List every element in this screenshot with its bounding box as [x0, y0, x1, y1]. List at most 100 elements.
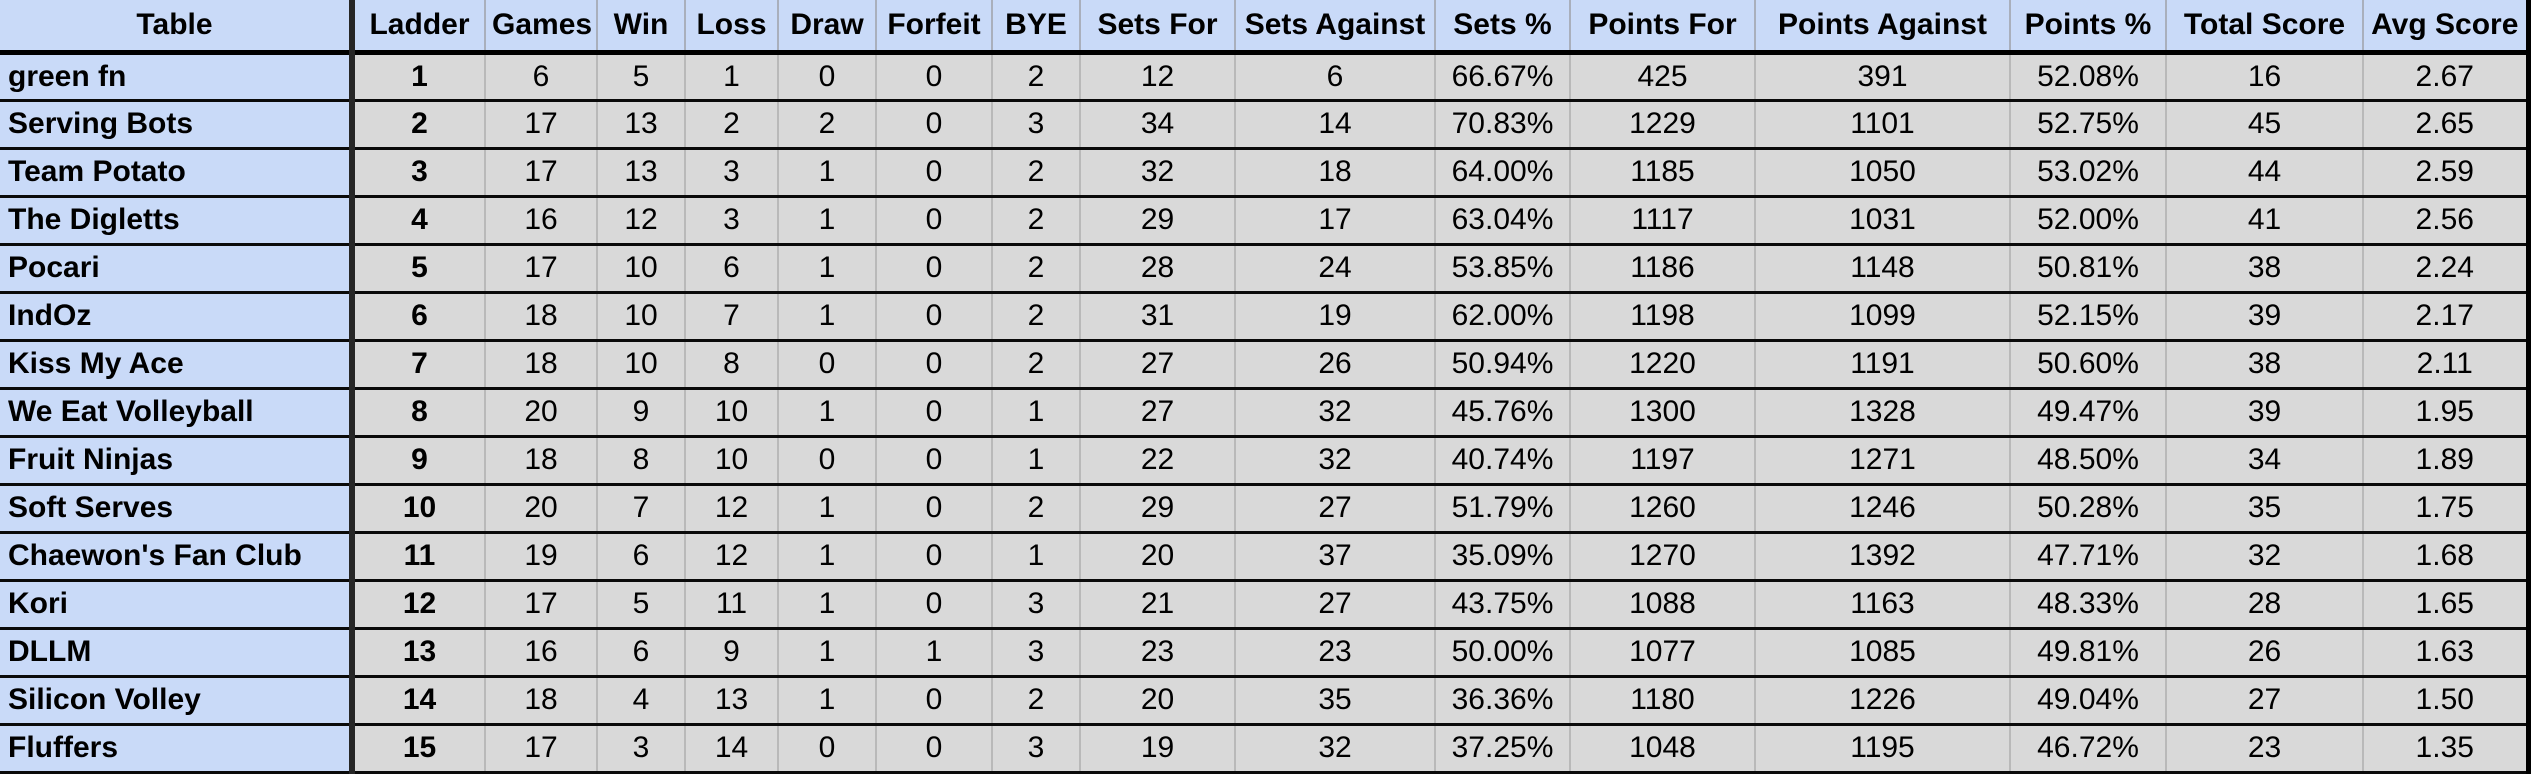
cell-win[interactable]: 5 [597, 52, 686, 102]
cell-forfeit[interactable]: 0 [876, 724, 993, 774]
header-cell-total_score[interactable]: Total Score [2166, 0, 2364, 55]
cell-loss[interactable]: 2 [685, 100, 779, 150]
cell-sets_against[interactable]: 27 [1235, 580, 1436, 630]
cell-sets_against[interactable]: 24 [1235, 244, 1436, 294]
cell-sets_for[interactable]: 23 [1080, 628, 1236, 678]
header-cell-loss[interactable]: Loss [685, 0, 779, 55]
cell-forfeit[interactable]: 0 [876, 244, 993, 294]
cell-sets_against[interactable]: 14 [1235, 100, 1436, 150]
cell-games[interactable]: 17 [485, 148, 598, 198]
cell-sets_for[interactable]: 29 [1080, 196, 1236, 246]
cell-points_pct[interactable]: 49.81% [2010, 628, 2167, 678]
cell-points_pct[interactable]: 50.28% [2010, 484, 2167, 534]
cell-bye[interactable]: 2 [992, 52, 1081, 102]
cell-games[interactable]: 20 [485, 388, 598, 438]
cell-bye[interactable]: 1 [992, 388, 1081, 438]
cell-points_against[interactable]: 1226 [1755, 676, 2011, 726]
cell-loss[interactable]: 3 [685, 148, 779, 198]
cell-forfeit[interactable]: 0 [876, 484, 993, 534]
cell-points_against[interactable]: 1148 [1755, 244, 2011, 294]
cell-sets_against[interactable]: 19 [1235, 292, 1436, 342]
cell-sets_pct[interactable]: 51.79% [1435, 484, 1571, 534]
cell-games[interactable]: 16 [485, 196, 598, 246]
cell-points_for[interactable]: 1197 [1570, 436, 1756, 486]
cell-points_pct[interactable]: 53.02% [2010, 148, 2167, 198]
cell-sets_for[interactable]: 27 [1080, 388, 1236, 438]
cell-team[interactable]: IndOz [0, 292, 355, 342]
cell-points_against[interactable]: 1085 [1755, 628, 2011, 678]
cell-win[interactable]: 6 [597, 532, 686, 582]
cell-sets_pct[interactable]: 37.25% [1435, 724, 1571, 774]
cell-forfeit[interactable]: 0 [876, 148, 993, 198]
cell-bye[interactable]: 2 [992, 292, 1081, 342]
cell-draw[interactable]: 1 [778, 148, 877, 198]
cell-win[interactable]: 13 [597, 148, 686, 198]
cell-team[interactable]: The Digletts [0, 196, 355, 246]
cell-bye[interactable]: 2 [992, 484, 1081, 534]
cell-loss[interactable]: 11 [685, 580, 779, 630]
cell-loss[interactable]: 6 [685, 244, 779, 294]
cell-loss[interactable]: 13 [685, 676, 779, 726]
cell-points_against[interactable]: 1163 [1755, 580, 2011, 630]
cell-loss[interactable]: 1 [685, 52, 779, 102]
cell-total_score[interactable]: 38 [2166, 244, 2364, 294]
header-cell-avg_score[interactable]: Avg Score [2363, 0, 2531, 55]
cell-draw[interactable]: 2 [778, 100, 877, 150]
cell-forfeit[interactable]: 0 [876, 436, 993, 486]
cell-win[interactable]: 13 [597, 100, 686, 150]
cell-games[interactable]: 6 [485, 52, 598, 102]
cell-points_for[interactable]: 425 [1570, 52, 1756, 102]
cell-bye[interactable]: 2 [992, 196, 1081, 246]
cell-team[interactable]: Pocari [0, 244, 355, 294]
cell-team[interactable]: green fn [0, 52, 355, 102]
cell-ladder[interactable]: 13 [352, 628, 486, 678]
cell-games[interactable]: 17 [485, 724, 598, 774]
cell-ladder[interactable]: 5 [352, 244, 486, 294]
cell-sets_pct[interactable]: 66.67% [1435, 52, 1571, 102]
cell-sets_pct[interactable]: 36.36% [1435, 676, 1571, 726]
cell-sets_for[interactable]: 19 [1080, 724, 1236, 774]
cell-points_for[interactable]: 1260 [1570, 484, 1756, 534]
cell-points_for[interactable]: 1186 [1570, 244, 1756, 294]
cell-team[interactable]: Kiss My Ace [0, 340, 355, 390]
cell-games[interactable]: 17 [485, 100, 598, 150]
cell-points_pct[interactable]: 50.60% [2010, 340, 2167, 390]
cell-avg_score[interactable]: 1.89 [2363, 436, 2531, 486]
cell-total_score[interactable]: 28 [2166, 580, 2364, 630]
cell-total_score[interactable]: 39 [2166, 292, 2364, 342]
cell-points_pct[interactable]: 50.81% [2010, 244, 2167, 294]
cell-avg_score[interactable]: 2.67 [2363, 52, 2531, 102]
cell-avg_score[interactable]: 1.65 [2363, 580, 2531, 630]
cell-ladder[interactable]: 11 [352, 532, 486, 582]
cell-win[interactable]: 3 [597, 724, 686, 774]
header-cell-ladder[interactable]: Ladder [352, 0, 486, 55]
cell-win[interactable]: 7 [597, 484, 686, 534]
cell-total_score[interactable]: 41 [2166, 196, 2364, 246]
cell-forfeit[interactable]: 0 [876, 52, 993, 102]
cell-avg_score[interactable]: 1.68 [2363, 532, 2531, 582]
cell-win[interactable]: 10 [597, 292, 686, 342]
cell-points_pct[interactable]: 48.50% [2010, 436, 2167, 486]
cell-points_pct[interactable]: 52.00% [2010, 196, 2167, 246]
cell-win[interactable]: 4 [597, 676, 686, 726]
cell-sets_against[interactable]: 27 [1235, 484, 1436, 534]
cell-points_for[interactable]: 1198 [1570, 292, 1756, 342]
cell-points_pct[interactable]: 49.04% [2010, 676, 2167, 726]
cell-loss[interactable]: 10 [685, 436, 779, 486]
cell-points_for[interactable]: 1270 [1570, 532, 1756, 582]
cell-sets_against[interactable]: 26 [1235, 340, 1436, 390]
cell-draw[interactable]: 0 [778, 724, 877, 774]
cell-points_against[interactable]: 1101 [1755, 100, 2011, 150]
cell-points_against[interactable]: 1099 [1755, 292, 2011, 342]
cell-draw[interactable]: 1 [778, 484, 877, 534]
cell-draw[interactable]: 1 [778, 244, 877, 294]
cell-points_against[interactable]: 1195 [1755, 724, 2011, 774]
cell-sets_against[interactable]: 18 [1235, 148, 1436, 198]
cell-points_against[interactable]: 1191 [1755, 340, 2011, 390]
cell-games[interactable]: 20 [485, 484, 598, 534]
cell-sets_for[interactable]: 20 [1080, 676, 1236, 726]
cell-games[interactable]: 18 [485, 676, 598, 726]
cell-total_score[interactable]: 44 [2166, 148, 2364, 198]
cell-total_score[interactable]: 23 [2166, 724, 2364, 774]
cell-loss[interactable]: 8 [685, 340, 779, 390]
